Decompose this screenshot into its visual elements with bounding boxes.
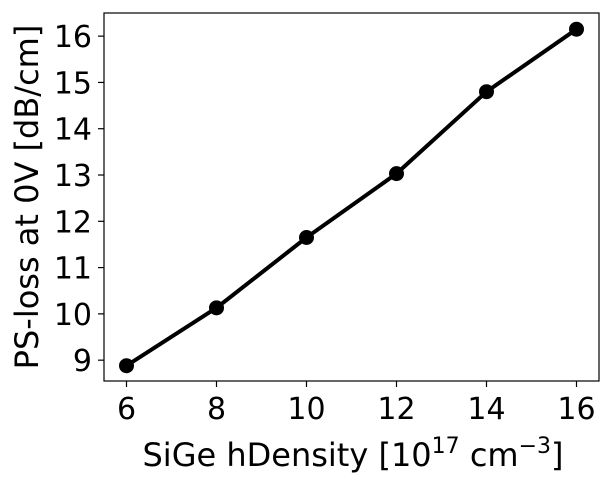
y-axis-label: PS-loss at 0V [dB/cm] (8, 25, 46, 370)
x-axis-label: SiGe hDensity [1017 cm−3] (142, 434, 563, 474)
y-tick-label: 13 (54, 159, 92, 194)
y-tick-label: 10 (54, 298, 92, 333)
data-point (389, 166, 404, 182)
series-line (125, 27, 578, 368)
x-tick-label: 10 (287, 392, 325, 427)
y-tick-label: 14 (54, 113, 92, 148)
y-tick-label: 16 (54, 20, 92, 55)
y-tick-label: 9 (73, 344, 92, 379)
x-tick-label: 8 (207, 392, 226, 427)
data-point (119, 358, 134, 374)
y-axis-ticks: 9 10 11 12 13 14 15 16 (54, 20, 104, 379)
y-tick-label: 12 (54, 205, 92, 240)
data-point (569, 21, 584, 37)
x-tick-label: 12 (377, 392, 415, 427)
y-tick-label: 11 (54, 252, 92, 287)
x-tick-label: 6 (117, 392, 136, 427)
x-tick-label: 14 (467, 392, 505, 427)
data-point (299, 230, 314, 246)
plot-area (103, 12, 600, 382)
x-axis-ticks: 6 8 10 12 14 16 (117, 381, 596, 427)
data-markers (119, 21, 584, 374)
y-tick-label: 15 (54, 66, 92, 101)
data-point (209, 300, 224, 316)
data-point (479, 84, 494, 100)
x-tick-label: 16 (557, 392, 595, 427)
